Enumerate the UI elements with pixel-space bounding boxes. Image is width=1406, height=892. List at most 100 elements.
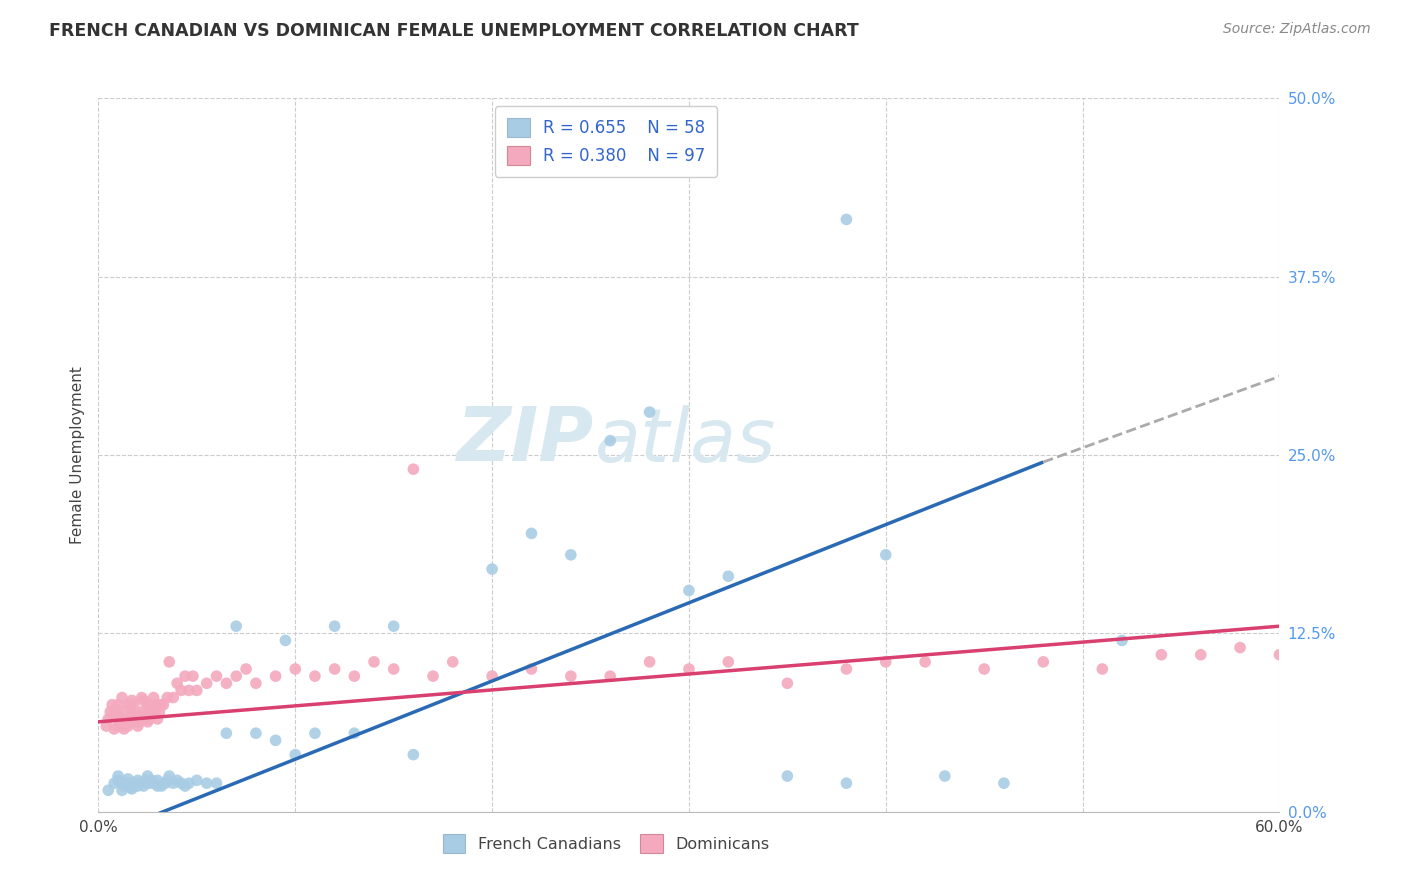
Point: [156, 773, 179, 788]
Point: [225, 619, 247, 633]
Point: [142, 707, 165, 722]
Point: [304, 669, 326, 683]
Point: [107, 719, 129, 733]
Point: [973, 662, 995, 676]
Point: [560, 669, 582, 683]
Point: [343, 669, 366, 683]
Point: [934, 769, 956, 783]
Point: [599, 434, 621, 448]
Point: [125, 714, 148, 729]
Point: [146, 779, 169, 793]
Point: [101, 698, 124, 712]
Point: [481, 669, 503, 683]
Point: [914, 655, 936, 669]
Point: [717, 569, 740, 583]
Point: [157, 769, 180, 783]
Point: [105, 702, 128, 716]
Point: [264, 669, 287, 683]
Point: [245, 676, 267, 690]
Point: [127, 719, 149, 733]
Point: [177, 683, 200, 698]
Point: [1150, 648, 1173, 662]
Point: [146, 712, 169, 726]
Point: [117, 776, 139, 790]
Point: [117, 719, 139, 733]
Point: [323, 662, 346, 676]
Point: [132, 712, 155, 726]
Point: [146, 773, 169, 788]
Point: [131, 776, 153, 790]
Point: [142, 690, 165, 705]
Point: [170, 683, 193, 698]
Point: [520, 662, 543, 676]
Point: [225, 669, 247, 683]
Text: atlas: atlas: [595, 405, 776, 476]
Point: [122, 776, 145, 790]
Point: [107, 769, 129, 783]
Point: [162, 690, 184, 705]
Point: [402, 462, 425, 476]
Point: [112, 722, 135, 736]
Point: [717, 655, 740, 669]
Point: [127, 779, 149, 793]
Point: [111, 712, 134, 726]
Point: [148, 705, 170, 719]
Point: [1032, 655, 1054, 669]
Point: [166, 676, 188, 690]
Point: [118, 780, 141, 795]
Point: [170, 776, 193, 790]
Point: [1091, 662, 1114, 676]
Point: [166, 773, 188, 788]
Point: [103, 722, 125, 736]
Point: [235, 662, 257, 676]
Point: [1386, 626, 1406, 640]
Point: [138, 712, 160, 726]
Point: [875, 548, 897, 562]
Point: [122, 712, 145, 726]
Point: [127, 707, 149, 722]
Point: [150, 779, 173, 793]
Point: [205, 669, 228, 683]
Text: ZIP: ZIP: [457, 404, 595, 477]
Point: [132, 693, 155, 707]
Point: [107, 773, 129, 788]
Point: [382, 662, 405, 676]
Point: [382, 619, 405, 633]
Point: [835, 212, 858, 227]
Point: [132, 779, 155, 793]
Point: [638, 655, 661, 669]
Point: [117, 698, 139, 712]
Point: [1288, 640, 1310, 655]
Point: [195, 776, 218, 790]
Point: [274, 633, 297, 648]
Point: [1111, 633, 1133, 648]
Point: [195, 676, 218, 690]
Point: [215, 676, 238, 690]
Point: [776, 769, 799, 783]
Point: [560, 548, 582, 562]
Point: [118, 700, 141, 714]
Point: [422, 669, 444, 683]
Point: [993, 776, 1015, 790]
Point: [136, 714, 159, 729]
Text: Source: ZipAtlas.com: Source: ZipAtlas.com: [1223, 22, 1371, 37]
Point: [97, 783, 120, 797]
Point: [678, 662, 700, 676]
Point: [115, 716, 138, 731]
Point: [205, 776, 228, 790]
Point: [111, 690, 134, 705]
Point: [136, 698, 159, 712]
Point: [264, 733, 287, 747]
Text: FRENCH CANADIAN VS DOMINICAN FEMALE UNEMPLOYMENT CORRELATION CHART: FRENCH CANADIAN VS DOMINICAN FEMALE UNEM…: [49, 22, 859, 40]
Point: [835, 662, 858, 676]
Point: [245, 726, 267, 740]
Point: [112, 705, 135, 719]
Point: [1327, 640, 1350, 655]
Point: [142, 776, 165, 790]
Point: [162, 776, 184, 790]
Point: [363, 655, 385, 669]
Point: [152, 698, 174, 712]
Point: [108, 719, 131, 733]
Point: [121, 781, 143, 796]
Point: [174, 779, 197, 793]
